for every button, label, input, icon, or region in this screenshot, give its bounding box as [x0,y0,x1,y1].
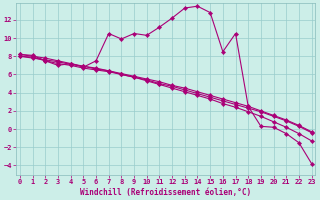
X-axis label: Windchill (Refroidissement éolien,°C): Windchill (Refroidissement éolien,°C) [80,188,251,197]
